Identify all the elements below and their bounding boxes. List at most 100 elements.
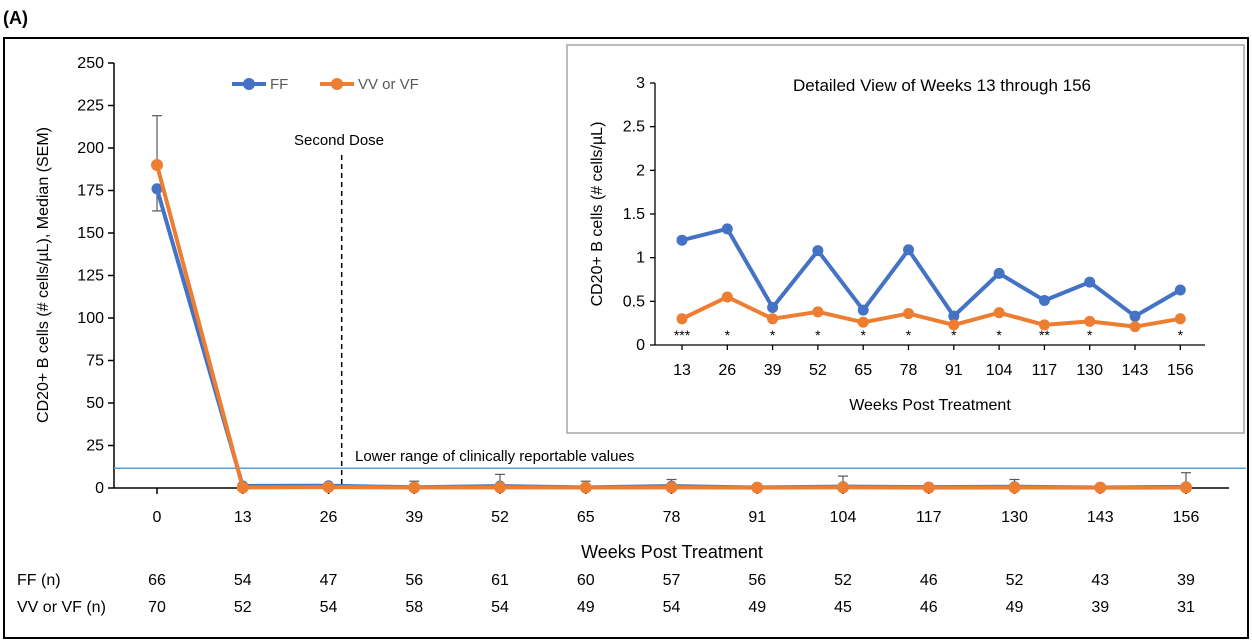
main-y-tick-label: 175 [77,183,104,200]
inset-x-tick-label: 65 [854,362,872,379]
main-y-tick-label: 100 [77,310,104,327]
n-table-cell: 54 [491,599,509,616]
second-dose-label: Second Dose [294,132,384,149]
n-table-cells: 66 54 47 56 61 60 57 56 52 46 52 43 39 70 52 54 58 54 49 54… [148,572,1195,616]
inset-vv-data-point [948,319,960,331]
vv-data-point [922,481,935,494]
inset-vv-data-point [857,316,869,328]
n-table-cell: 61 [491,572,509,589]
inset-x-tick-label: 26 [718,362,736,379]
vv-data-point [1180,481,1192,494]
inset-x-tick-label: 52 [809,362,827,379]
legend-vv-label: VV or VF [358,76,419,93]
n-table-cell: 49 [1006,599,1024,616]
main-y-tick-label: 0 [95,480,104,497]
main-y-tick-label: 75 [86,353,104,370]
n-table-cell: 39 [1091,599,1109,616]
main-x-tick-label: 91 [748,509,766,526]
inset-y-tick-labels: 0 0.5 1 1.5 2 2.5 3 [623,75,645,354]
inset-y-tick-label: 1.5 [623,206,645,223]
main-y-tick-labels: 0 25 50 75 100 125 150 175 200 225 250 [77,55,104,497]
significance-marker: * [770,327,776,343]
main-x-tick-label: 143 [1087,509,1114,526]
main-x-tick-label: 39 [405,509,423,526]
main-y-tick-label: 125 [77,268,104,285]
inset-x-tick-label: 130 [1076,362,1103,379]
n-table-row-label-ff: FF (n) [17,572,61,589]
inset-ff-data-point [767,301,779,313]
significance-marker: * [951,327,957,343]
inset-vv-data-point [993,307,1005,319]
n-table-cell: 56 [748,572,766,589]
inset-ff-data-point [948,310,960,322]
panel-label: (A) [3,8,28,28]
main-x-tick-label: 65 [577,509,595,526]
inset-chart: Detailed View of Weeks 13 through 156 00… [566,44,1245,434]
main-y-tick-label: 25 [86,438,104,455]
figure-frame [3,37,1249,639]
inset-y-tick-label: 0 [636,337,645,354]
inset-x-tick-label: 143 [1122,362,1149,379]
n-table-cell: 49 [748,599,766,616]
inset-vv-data-point [1084,315,1096,327]
inset-x-tick-label: 104 [986,362,1013,379]
main-x-tick-label: 104 [830,509,857,526]
significance-marker: * [906,327,912,343]
n-table-cell: 46 [920,599,938,616]
n-table-cell: 47 [320,572,338,589]
inset-ff-series-line [681,226,1182,319]
main-x-axis-title: Weeks Post Treatment [581,542,763,562]
vv-data-point [408,481,421,494]
inset-x-tick-labels: 13 26 39 52 65 78 91 104 117 130 143 156 [673,362,1194,379]
main-x-tick-label: 78 [663,509,681,526]
n-table-cell: 66 [148,572,166,589]
n-table-cell: 52 [234,599,252,616]
main-y-tick-label: 50 [86,395,104,412]
main-series [151,159,1192,494]
main-y-tick-label: 150 [77,225,104,242]
inset-y-tick-label: 2.5 [623,119,645,136]
main-x-tick-label: 156 [1173,509,1200,526]
inset-vv-data-point [1129,321,1141,333]
inset-ff-data-point [1084,276,1096,288]
main-x-tick-label: 13 [234,509,252,526]
inset-vv-data-point [721,291,733,303]
significance-marker: * [996,327,1002,343]
vv-data-point [1094,481,1107,494]
main-legend: FF VV or VF [232,76,419,93]
inset-vv-data-point [676,313,688,325]
vv-data-point [751,481,764,494]
n-table-cell: 31 [1177,599,1195,616]
legend-ff-label: FF [270,76,288,93]
n-table-cell: 54 [320,599,338,616]
vv-data-point [151,159,163,171]
inset-ff-data-point [993,267,1005,279]
inset-x-tick-label: 91 [945,362,963,379]
inset-y-tick-label: 1 [636,250,645,267]
legend-vv-marker [331,78,343,90]
n-table-cell: 60 [577,572,595,589]
vv-data-point [837,481,849,494]
n-table-cell: 39 [1177,572,1195,589]
significance-marker: * [860,327,866,343]
inset-x-axis-title: Weeks Post Treatment [849,397,1011,414]
inset-significance-markers: *** * * * * * * * ** * * [674,327,1184,343]
inset-y-tick-label: 2 [636,162,645,179]
n-table-cell: 54 [234,572,252,589]
n-table-cell: 70 [148,599,166,616]
legend-ff-marker [243,78,255,90]
significance-marker: * [1087,327,1093,343]
vv-data-point [665,481,678,494]
inset-vv-data-point [903,308,914,320]
threshold-label: Lower range of clinically reportable val… [355,448,634,465]
n-table-cell: 58 [405,599,423,616]
n-table-cell: 56 [405,572,423,589]
inset-vv-data-point [1174,313,1186,325]
significance-marker: ** [1039,327,1050,343]
inset-y-tick-label: 0.5 [623,293,645,310]
inset-x-tick-label: 13 [673,362,691,379]
inset-vv-data-point [767,313,779,325]
n-table-cell: 43 [1091,572,1109,589]
n-table-cell: 49 [577,599,595,616]
